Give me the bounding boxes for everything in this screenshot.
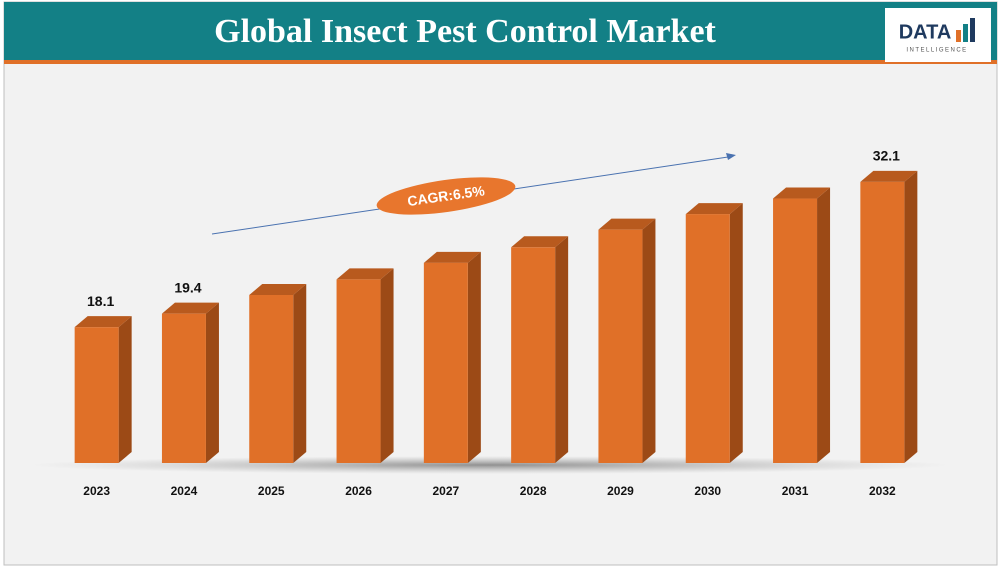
bar-top [74, 316, 132, 328]
bar-top [685, 203, 743, 215]
x-tick-label: 2024 [171, 484, 198, 498]
bar-side [555, 236, 569, 463]
x-tick-label: 2032 [869, 484, 896, 498]
bar [249, 294, 294, 463]
trend-arrowhead [726, 153, 736, 160]
bar-top [598, 218, 656, 230]
bar [511, 247, 556, 463]
bar-top [511, 236, 569, 248]
logo-icon [970, 18, 975, 42]
bar-side [904, 170, 918, 464]
chart-title: Global Insect Pest Control Market [214, 13, 716, 50]
x-tick-label: 2029 [607, 484, 634, 498]
bar-top [423, 251, 481, 263]
bar-side [817, 187, 831, 463]
bar-top [860, 170, 918, 182]
bar [423, 262, 468, 463]
header-bar [4, 2, 997, 60]
bar [161, 313, 206, 463]
bar-top [773, 187, 831, 199]
x-tick-label: 2027 [432, 484, 459, 498]
x-tick-label: 2026 [345, 484, 372, 498]
x-tick-label: 2023 [83, 484, 110, 498]
bar-side [380, 268, 394, 463]
data-label: 18.1 [87, 293, 114, 309]
bar-side [467, 251, 481, 463]
logo-icon [956, 30, 961, 42]
logo-text: DATA [899, 21, 952, 43]
bar-top [336, 268, 394, 280]
bar [685, 214, 730, 463]
bar [773, 198, 818, 463]
logo-icon [963, 24, 968, 42]
x-tick-label: 2028 [520, 484, 547, 498]
bar [74, 327, 119, 463]
logo-subtext: INTELLIGENCE [906, 48, 967, 54]
bar-side [118, 316, 132, 463]
chart-panel [3, 1, 998, 566]
bar-top [161, 302, 219, 314]
bar-side [205, 302, 219, 463]
bar-side [642, 218, 656, 463]
bar [336, 279, 381, 463]
bar [860, 181, 905, 464]
bar-top [249, 283, 307, 295]
data-label: 19.4 [174, 279, 201, 295]
x-tick-label: 2025 [258, 484, 285, 498]
cagr-badge [376, 177, 516, 215]
bar-side [293, 283, 307, 463]
header-rule [4, 60, 997, 64]
bar-side [729, 203, 743, 464]
bar [598, 229, 643, 463]
x-tick-label: 2030 [694, 484, 721, 498]
data-label: 32.1 [873, 148, 900, 164]
x-tick-label: 2031 [782, 484, 809, 498]
